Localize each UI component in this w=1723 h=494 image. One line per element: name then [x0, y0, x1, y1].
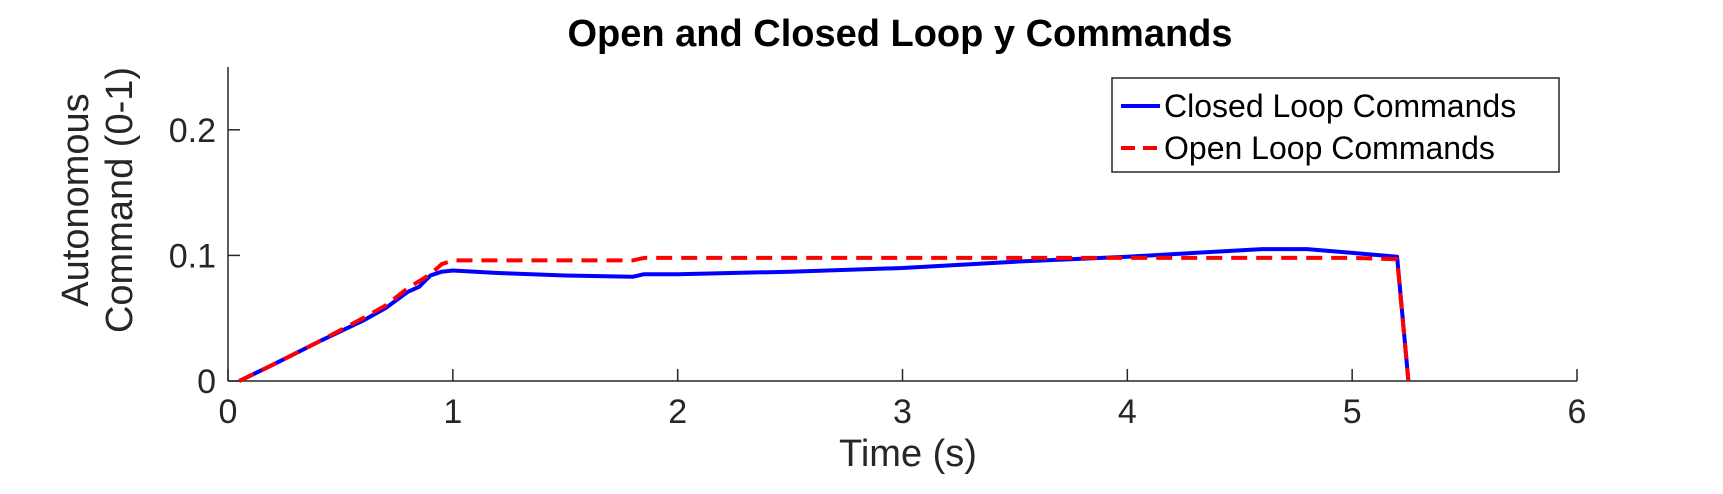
series-line-closed-loop [238, 247, 1411, 383]
chart-title: Open and Closed Loop y Commands [567, 13, 1232, 55]
y-tick-label: 0.1 [169, 237, 216, 275]
x-tick-label: 4 [1118, 393, 1137, 431]
x-tick-label: 0 [219, 393, 238, 431]
y-tick-label: 0 [197, 363, 216, 401]
x-tick-label: 1 [443, 393, 462, 431]
series-lines [238, 247, 1411, 383]
legend: Closed Loop Commands Open Loop Commands [1111, 77, 1560, 173]
legend-box [1111, 77, 1560, 173]
legend-label-open-loop: Open Loop Commands [1164, 130, 1495, 166]
axis-ticks: 0 1 2 3 4 5 6 0 0.1 0.2 [169, 112, 1587, 431]
x-axis-label: Time (s) [839, 433, 977, 475]
x-tick-label: 5 [1343, 393, 1362, 431]
y-tick-label: 0.2 [169, 112, 216, 150]
y-axis-label-line-2: Command (0-1) [99, 67, 141, 333]
series-line-open-loop [238, 255, 1411, 383]
x-tick-label: 6 [1568, 393, 1587, 431]
x-tick-label: 3 [893, 393, 912, 431]
y-axis-label-line-1: Autonomous [55, 93, 97, 306]
x-tick-label: 2 [668, 393, 687, 431]
legend-label-closed-loop: Closed Loop Commands [1164, 88, 1516, 124]
